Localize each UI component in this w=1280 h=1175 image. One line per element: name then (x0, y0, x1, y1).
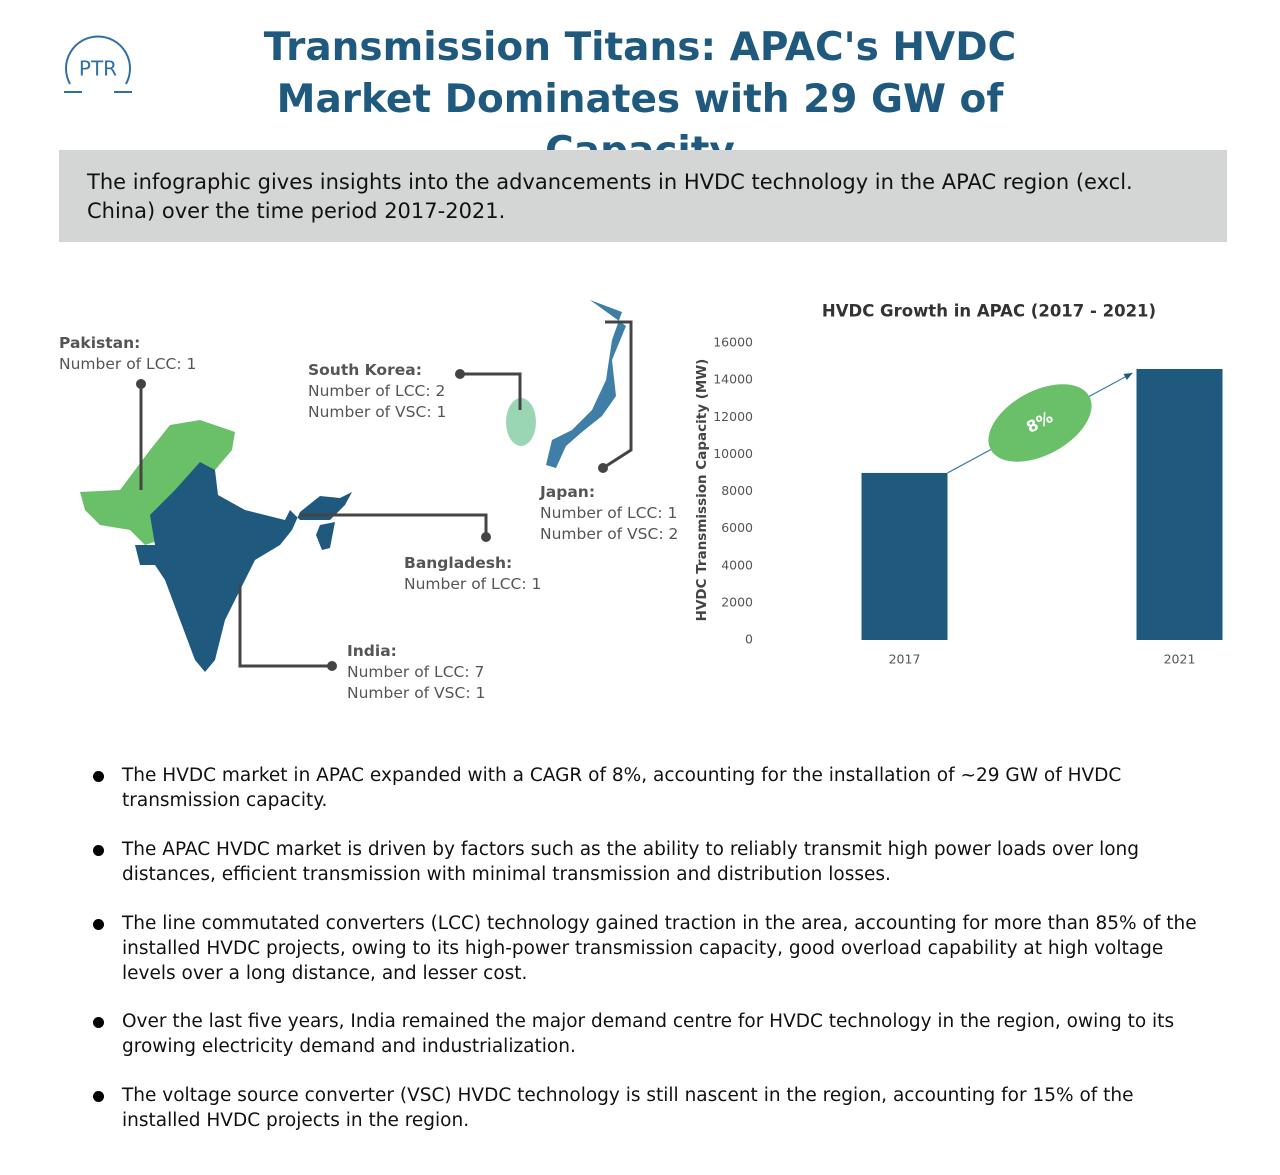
label-line: Number of LCC: 2 (308, 382, 446, 400)
country-name: Japan: (540, 483, 596, 501)
y-tick-label: 8000 (721, 483, 753, 498)
bullet: The line commutated converters (LCC) tec… (90, 911, 1200, 986)
title: Transmission Titans: APAC's HVDC Market … (263, 25, 1017, 174)
y-tick-label: 16000 (713, 335, 753, 350)
logo: PTR (64, 35, 132, 93)
y-tick-label: 10000 (713, 446, 753, 461)
country-name: South Korea: (308, 361, 422, 379)
bar (861, 472, 948, 640)
bullet: The APAC HVDC market is driven by factor… (90, 837, 1200, 887)
bar-chart: HVDC Growth in APAC (2017 - 2021) HVDC T… (694, 302, 1223, 667)
y-tick-label: 0 (745, 632, 753, 647)
map-label: India: Number of LCC: 7 Number of VSC: 1 (347, 641, 485, 704)
map-label: Japan: Number of LCC: 1 Number of VSC: 2 (540, 482, 678, 545)
country-name: Bangladesh: (404, 554, 513, 572)
y-tick-label: 4000 (721, 557, 753, 572)
country-name: Pakistan: (59, 334, 141, 352)
y-tick-label: 6000 (721, 520, 753, 535)
map-label: South Korea: Number of LCC: 2 Number of VS… (308, 360, 446, 423)
label-line: Number of LCC: 1 (404, 575, 542, 593)
intro: The infographic gives insights into the … (59, 150, 1227, 242)
y-axis-title: HVDC Transmission Capacity (MW) (694, 359, 710, 622)
bullet: The HVDC market in APAC expanded with a … (90, 763, 1200, 813)
logo-text: PTR (79, 57, 117, 81)
bullet: The voltage source converter (VSC) HVDC … (90, 1083, 1200, 1133)
label-line: Number of LCC: 1 (59, 355, 197, 373)
label-line: Number of LCC: 7 (347, 663, 485, 681)
map-label: Pakistan: Number of LCC: 1 (59, 333, 196, 375)
bullet: Over the last five years, India remained… (90, 1009, 1200, 1059)
chart-title: HVDC Growth in APAC (2017 - 2021) (822, 302, 1156, 321)
x-tick-label: 2021 (1164, 652, 1196, 667)
map (80, 300, 633, 672)
label-line: Number of LCC: 1 (540, 504, 678, 522)
arrow-head (1123, 372, 1133, 381)
growth-badge (988, 384, 1092, 462)
y-tick-label: 14000 (713, 372, 753, 387)
map-label: Bangladesh: Number of LCC: 1 (404, 553, 541, 595)
x-tick-label: 2017 (889, 652, 921, 667)
label-line: Number of VSC: 2 (540, 525, 679, 543)
y-tick-label: 12000 (713, 409, 753, 424)
country-name: India: (347, 642, 397, 660)
y-tick-label: 2000 (721, 594, 753, 609)
bar (1136, 368, 1223, 640)
label-line: Number of VSC: 1 (347, 684, 486, 702)
label-line: Number of VSC: 1 (308, 403, 447, 421)
